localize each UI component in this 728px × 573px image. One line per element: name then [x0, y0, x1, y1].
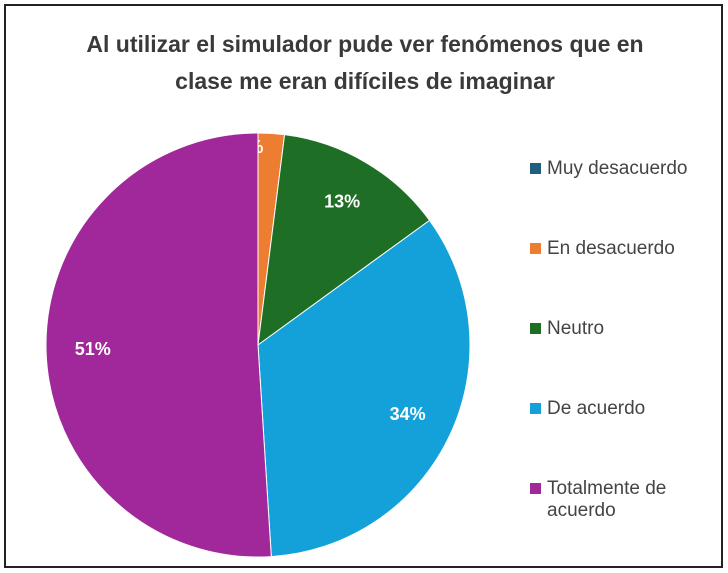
chart-title: Al utilizar el simulador pude ver fenóme… [86, 31, 644, 94]
legend-swatch [530, 483, 541, 494]
legend-swatch [530, 323, 541, 334]
legend-label: De acuerdo [547, 398, 646, 419]
legend-swatch [530, 403, 541, 414]
legend-label: En desacuerdo [547, 238, 675, 259]
legend-item: De acuerdo [530, 398, 720, 420]
legend-item: En desacuerdo [530, 238, 720, 260]
pie-slice [257, 134, 431, 347]
legend-swatch [530, 163, 541, 174]
pie-slice [45, 132, 272, 558]
legend-label: Muy desacuerdo [547, 158, 688, 179]
legend-label: Totalmente de acuerdo [547, 478, 667, 521]
legend-swatch [530, 243, 541, 254]
legend-label: Neutro [547, 318, 605, 339]
data-label: 51% [75, 339, 111, 359]
legend-item: Totalmente de acuerdo [530, 478, 720, 522]
data-label: 13% [324, 191, 360, 211]
pie-slice [257, 219, 471, 558]
legend-item: Muy desacuerdo [530, 158, 720, 180]
data-label: 34% [390, 404, 426, 424]
legend-item: Neutro [530, 318, 720, 340]
